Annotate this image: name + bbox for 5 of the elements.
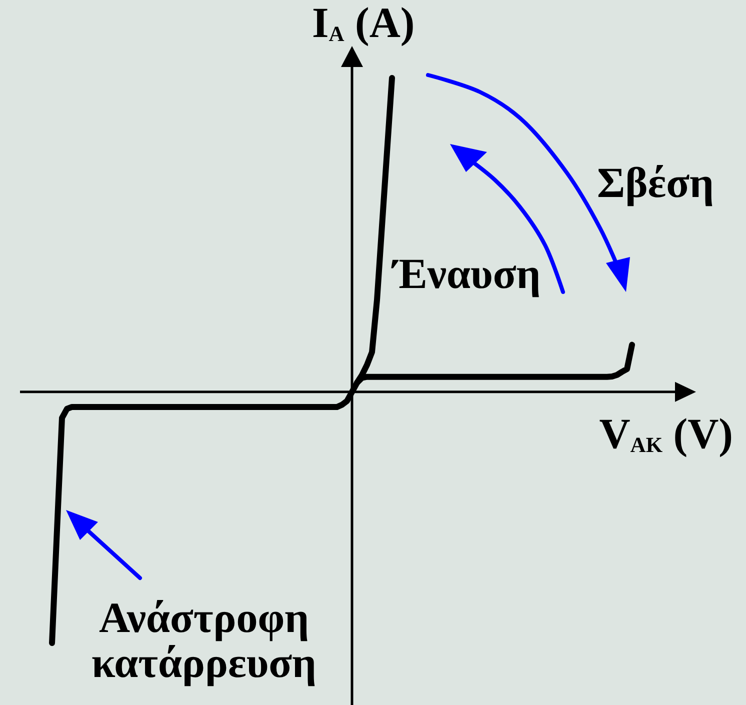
annotation: Ανάστροφη κατάρρευση [92,595,316,687]
annotation: Σβέση [597,160,714,207]
y-axis-title: I$_{A}$ (A) [312,0,415,47]
x-axis-title: V$_{AK}$ (V) [599,411,733,458]
annotation: Έναυση [391,251,541,298]
